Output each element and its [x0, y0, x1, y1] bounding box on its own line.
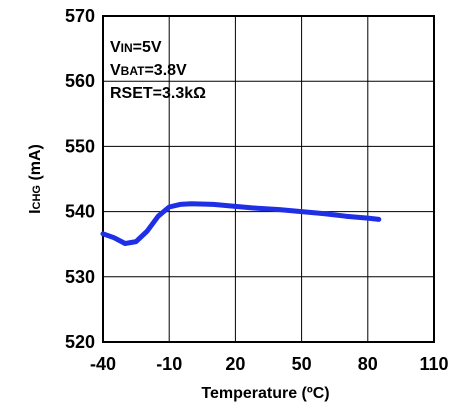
x-axis-label: Temperature (ºC): [201, 385, 329, 402]
y-tick-label: 520: [65, 332, 95, 352]
y-tick-label: 550: [65, 136, 95, 156]
x-tick-label: -40: [90, 354, 116, 374]
x-tick-label: 20: [225, 354, 245, 374]
y-tick-label: 530: [65, 267, 95, 287]
y-tick-label: 560: [65, 71, 95, 91]
y-tick-label: 540: [65, 202, 95, 222]
annotations: VIN=5V VBAT=3.8V RSET=3.3kΩ: [110, 39, 206, 102]
x-tick-labels: -40 -10 20 50 80 110: [90, 354, 449, 374]
x-tick-label: -10: [156, 354, 182, 374]
plot-frame: [102, 15, 435, 343]
x-tick-label: 110: [419, 354, 448, 374]
condition-annotation: VBAT=3.8V: [110, 62, 187, 79]
y-axis-label: ICHG (mA): [27, 144, 44, 214]
y-tick-labels: 520 530 540 550 560 570: [65, 6, 95, 352]
condition-annotation: RSET=3.3kΩ: [110, 85, 206, 102]
series-line: [100, 201, 382, 246]
condition-annotation: VIN=5V: [110, 39, 162, 56]
x-tick-label: 80: [358, 354, 378, 374]
x-tick-label: 50: [292, 354, 312, 374]
y-tick-label: 570: [65, 6, 95, 26]
series-group: [100, 201, 382, 246]
